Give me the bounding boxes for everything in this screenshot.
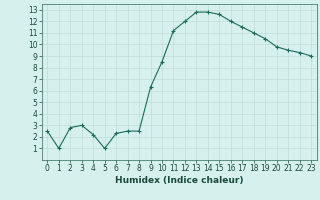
- X-axis label: Humidex (Indice chaleur): Humidex (Indice chaleur): [115, 176, 244, 185]
